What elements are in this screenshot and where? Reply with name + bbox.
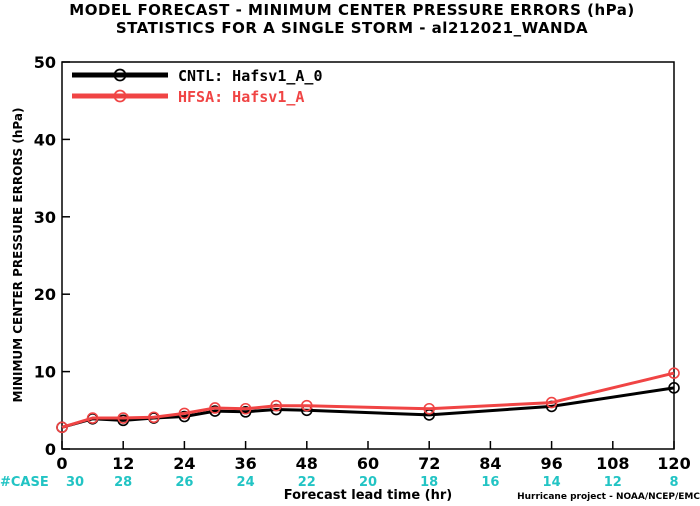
- case-counts: #CASE 30 28 26 24 22 20 18 16 14 12 8: [0, 475, 679, 490]
- y-tick-label: 10: [34, 363, 56, 382]
- y-tick-label: 0: [45, 440, 56, 459]
- x-tick-label: 48: [296, 454, 318, 473]
- case-count-label: 22: [298, 475, 316, 490]
- case-count-label: 26: [175, 475, 193, 490]
- case-count-label: 24: [237, 475, 255, 490]
- x-tick-label: 24: [173, 454, 195, 473]
- series-point-1: [86, 412, 99, 424]
- x-tick-label: 96: [540, 454, 562, 473]
- case-label: #CASE: [0, 475, 49, 490]
- series-point-1: [239, 402, 252, 415]
- x-tick-label: 36: [234, 454, 256, 473]
- y-tick-label: 40: [34, 130, 56, 149]
- series-point-1: [423, 402, 436, 415]
- chart-title: MODEL FORECAST - MINIMUM CENTER PRESSURE…: [69, 1, 634, 19]
- x-axis-label: Forecast lead time (hr): [284, 488, 452, 503]
- legend-marker-hfsa: [113, 89, 127, 103]
- series-point-1: [545, 396, 558, 409]
- legend-marker-cntl: [113, 68, 127, 82]
- series-point-1: [148, 411, 160, 424]
- series-point-1: [117, 412, 129, 424]
- x-tick-label: 108: [596, 454, 629, 473]
- series-point-0: [209, 405, 221, 417]
- series-point-0: [239, 406, 252, 418]
- x-tick-label: 84: [479, 454, 501, 473]
- case-count-label: 18: [420, 475, 438, 490]
- case-count-label: 14: [543, 475, 561, 490]
- x-tick-label: 60: [357, 454, 379, 473]
- series-point-1: [668, 367, 680, 379]
- case-count-label: 30: [66, 475, 84, 490]
- plot-frame: [61, 61, 675, 450]
- series-point-0: [668, 382, 680, 394]
- series-point-1: [178, 407, 191, 420]
- series-point-1: [56, 421, 68, 434]
- x-tick-label: 0: [56, 454, 67, 473]
- series-point-1: [270, 399, 283, 412]
- case-count-label: 12: [604, 475, 622, 490]
- y-axis-label: MINIMUM CENTER PRESSURE ERRORS (hPa): [11, 108, 25, 403]
- y-axis-ticks: 0 10 20 30 40 50: [34, 53, 70, 459]
- series-point-1: [300, 399, 313, 412]
- legend: CNTL: Hafsv1_A_0 HFSA: Hafsv1_A: [72, 67, 323, 106]
- y-tick-label: 20: [34, 285, 56, 304]
- y-tick-label: 50: [34, 53, 56, 72]
- legend-label-cntl: CNTL: Hafsv1_A_0: [178, 67, 323, 85]
- chart-subtitle: STATISTICS FOR A SINGLE STORM - al212021…: [116, 19, 588, 37]
- series-point-1: [209, 402, 221, 414]
- series-lines: [56, 367, 680, 434]
- case-count-label: 16: [481, 475, 499, 490]
- case-count-label: 8: [669, 475, 678, 490]
- series-point-0: [178, 410, 191, 423]
- case-count-label: 20: [359, 475, 377, 490]
- x-tick-label: 120: [657, 454, 690, 473]
- case-count-label: 28: [114, 475, 132, 490]
- x-axis-ticks: 0 12 24 36 48 60 72 84 96 108 120: [56, 441, 691, 473]
- credit-text: Hurricane project - NOAA/NCEP/EMC: [517, 492, 700, 502]
- x-tick-label: 12: [112, 454, 134, 473]
- legend-label-hfsa: HFSA: Hafsv1_A: [178, 88, 304, 106]
- y-tick-label: 30: [34, 208, 56, 227]
- x-tick-label: 72: [418, 454, 440, 473]
